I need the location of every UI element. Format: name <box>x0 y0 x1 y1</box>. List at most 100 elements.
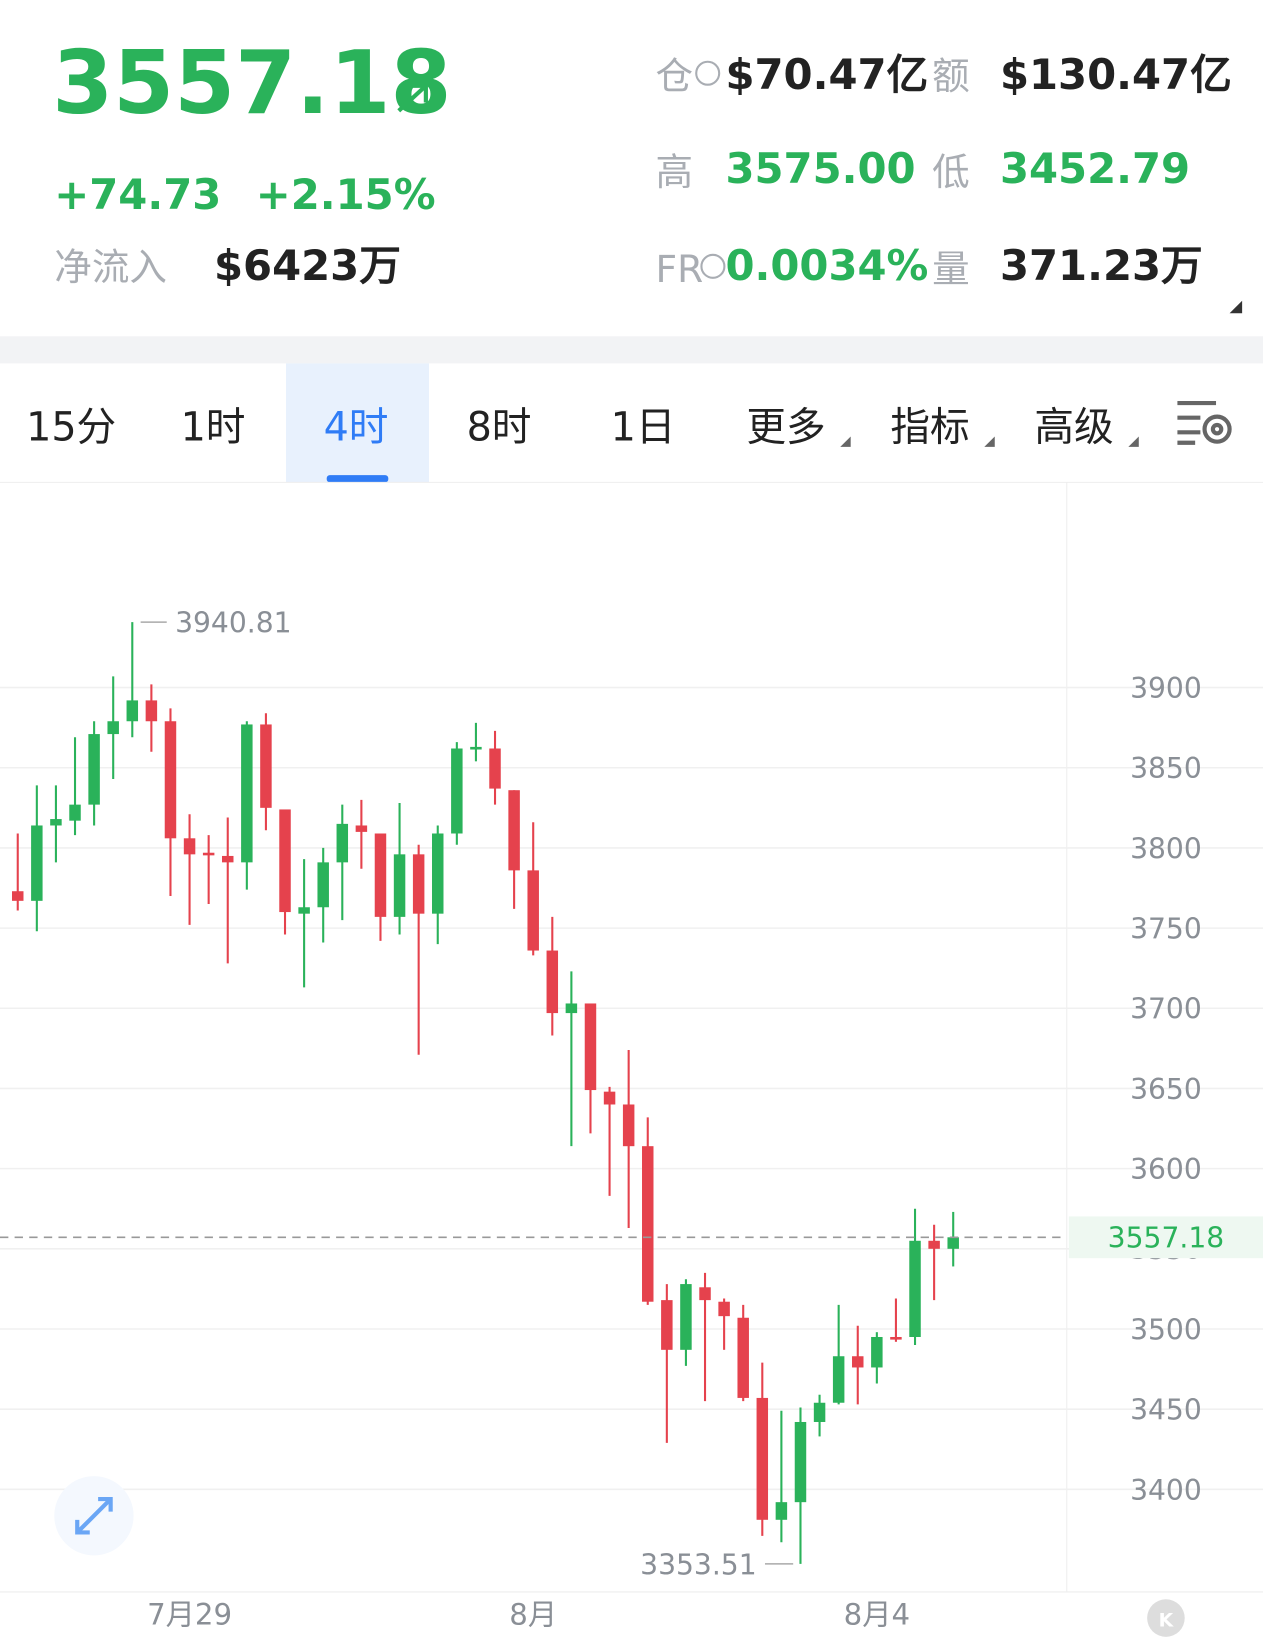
candle-body <box>126 700 139 722</box>
change-pct: +2.15% <box>256 170 436 219</box>
price: 3557.18 <box>52 32 451 134</box>
stat-label: 仓 <box>656 54 694 98</box>
stat-label: 高 <box>656 150 694 194</box>
candle-body <box>202 852 215 856</box>
candle-body <box>298 907 310 914</box>
candle-body <box>336 823 349 863</box>
stat-value: 0.0034% <box>725 241 928 290</box>
help-icon[interactable] <box>700 253 726 279</box>
candle-body <box>355 825 368 832</box>
y-tick-label: 3700 <box>1130 993 1202 1026</box>
tab[interactable]: 8时 <box>467 405 532 451</box>
selected-tab-bg <box>286 363 430 483</box>
stat-label: 低 <box>932 150 970 194</box>
dropdown-arrow <box>1128 436 1139 447</box>
candle-body <box>145 700 158 722</box>
candle-body <box>871 1336 883 1368</box>
candle-body <box>603 1091 616 1105</box>
tab[interactable]: 1日 <box>611 405 676 451</box>
inflow-value: $6423万 <box>214 241 401 290</box>
selected-tab-underline <box>326 475 389 483</box>
candle-body <box>832 1356 845 1403</box>
candle-body <box>680 1284 692 1350</box>
candle-body <box>50 819 62 826</box>
candle-body <box>508 790 520 871</box>
y-tick-label: 3500 <box>1130 1313 1202 1346</box>
stat-value: 371.23万 <box>1000 241 1203 290</box>
candle-body <box>451 748 463 834</box>
candle-body <box>12 891 24 901</box>
stat-value: 3452.79 <box>1000 144 1190 193</box>
candle-body <box>775 1502 788 1520</box>
y-tick-label: 3450 <box>1130 1394 1202 1427</box>
candle-body <box>107 721 119 735</box>
dropdown-arrow <box>840 436 851 447</box>
tab[interactable]: 4时 <box>324 405 389 451</box>
candle-body <box>661 1300 673 1350</box>
candle-body <box>852 1356 864 1368</box>
candle-body <box>565 1003 578 1014</box>
tab[interactable]: 指标 <box>890 405 969 451</box>
candle-body <box>584 1003 597 1091</box>
y-tick-label: 3750 <box>1130 913 1202 946</box>
candle-body <box>489 748 501 789</box>
high-label: 3940.81 <box>175 607 291 640</box>
candle-body <box>393 854 406 917</box>
tab[interactable]: 15分 <box>26 405 116 451</box>
candle-body <box>756 1397 769 1520</box>
y-tick-label: 3800 <box>1130 832 1202 865</box>
y-tick-label: 3400 <box>1130 1474 1202 1507</box>
tab[interactable]: 高级 <box>1034 405 1113 451</box>
candle-body <box>813 1402 826 1422</box>
candle-body <box>642 1146 654 1302</box>
inflow-label: 净流入 <box>54 245 167 289</box>
x-tick-label: 8月 <box>509 1597 557 1631</box>
candle-body <box>909 1240 921 1337</box>
candle-body <box>718 1301 730 1317</box>
expand-corner[interactable] <box>1229 300 1243 314</box>
stat-value: $130.47亿 <box>1000 50 1232 99</box>
candle-body <box>794 1421 807 1503</box>
help-icon[interactable] <box>695 60 721 86</box>
y-tick-label: 3600 <box>1130 1153 1202 1186</box>
candle-body <box>622 1104 635 1147</box>
stat-value: 3575.00 <box>725 144 915 193</box>
y-tick-label: 3900 <box>1130 672 1202 705</box>
candle-body <box>432 833 444 914</box>
x-tick-label: 8月4 <box>844 1597 910 1631</box>
up-arrow-icon <box>397 83 428 113</box>
candle-body <box>947 1237 959 1249</box>
fullscreen-icon <box>75 1496 113 1535</box>
stat-value: $70.47亿 <box>725 50 928 99</box>
last-price-label: 3557.18 <box>1108 1222 1225 1255</box>
candle-body <box>164 721 177 839</box>
candle-body <box>546 950 559 1014</box>
candle-body <box>31 825 43 901</box>
candle-body <box>279 809 291 913</box>
candle-body <box>183 838 196 855</box>
candle-body <box>928 1240 940 1249</box>
separator <box>0 336 1263 364</box>
settings-icon[interactable] <box>1177 400 1232 445</box>
k-button[interactable] <box>1147 1599 1185 1637</box>
candle-body <box>737 1317 749 1398</box>
change: +74.73 <box>54 170 221 219</box>
low-label: 3353.51 <box>640 1548 757 1581</box>
stat-label: FR <box>656 247 704 291</box>
last-price-bg <box>1068 1216 1263 1259</box>
candle-body <box>412 854 425 914</box>
candle-body <box>260 724 272 808</box>
candle-body <box>222 855 234 863</box>
candle-body <box>88 734 100 805</box>
stat-label: 额 <box>932 54 970 98</box>
y-tick-label: 3650 <box>1130 1073 1202 1106</box>
candle-body <box>699 1287 711 1301</box>
tab[interactable]: 更多 <box>746 405 825 451</box>
candle-body <box>374 833 387 917</box>
x-tick-label: 7月29 <box>147 1597 232 1631</box>
k-icon: K <box>1159 1610 1175 1631</box>
tab[interactable]: 1时 <box>181 405 246 451</box>
y-tick-label: 3850 <box>1130 752 1202 785</box>
candle-body <box>890 1336 902 1340</box>
